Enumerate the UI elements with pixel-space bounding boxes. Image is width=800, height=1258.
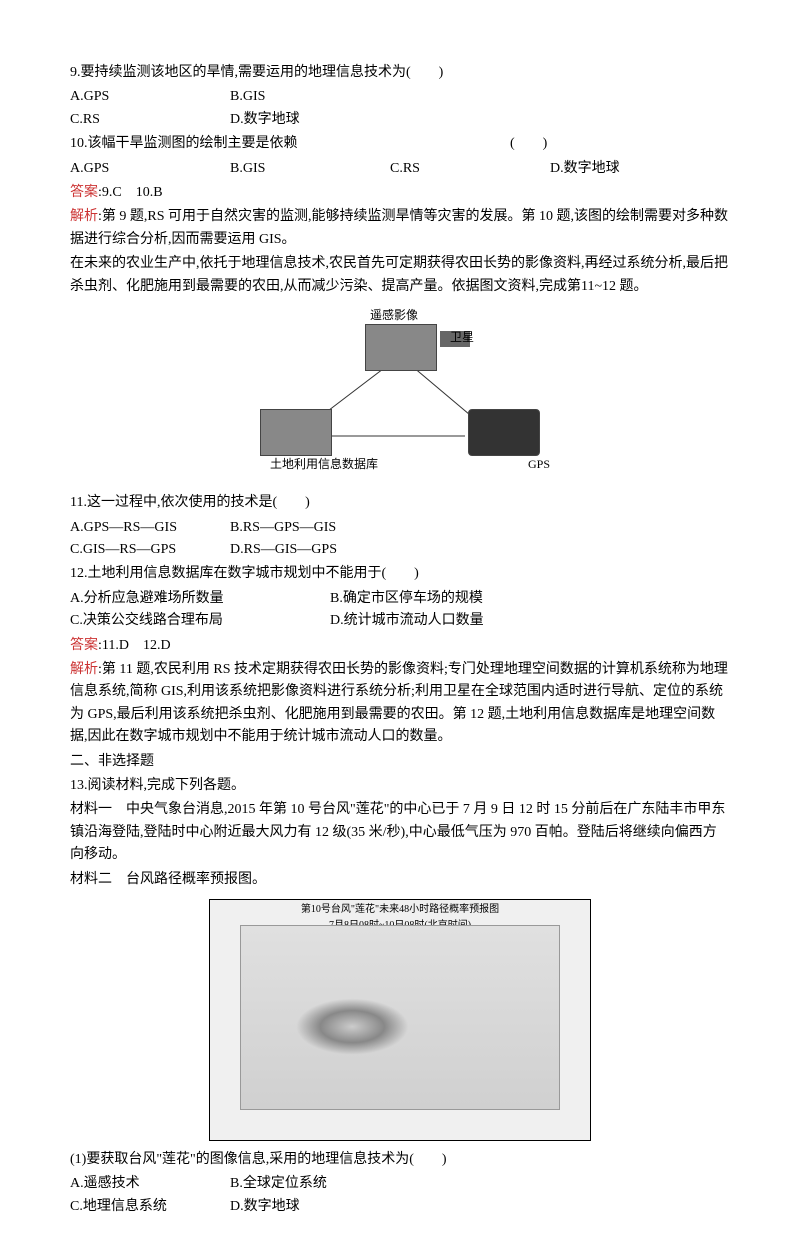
typhoon-map: 第10号台风"莲花"未来48小时路径概率预报图 7月8日08时~10日08时(北… bbox=[209, 899, 591, 1141]
q9-a: A.GPS bbox=[70, 86, 230, 108]
q9-d: D.数字地球 bbox=[230, 109, 390, 131]
exp1112: 解析:第 11 题,农民利用 RS 技术定期获得农田长势的影像资料;专门处理地理… bbox=[70, 659, 730, 749]
sec2: 二、非选择题 bbox=[70, 751, 730, 773]
q12-c: C.决策公交线路合理布局 bbox=[70, 610, 330, 632]
q13-1-c: C.地理信息系统 bbox=[70, 1196, 230, 1218]
ans910-val: :9.C 10.B bbox=[98, 185, 163, 200]
q12-text: 12.土地利用信息数据库在数字城市规划中不能用于( ) bbox=[70, 563, 730, 585]
q11-text: 11.这一过程中,依次使用的技术是( ) bbox=[70, 492, 730, 514]
map-title: 第10号台风"莲花"未来48小时路径概率预报图 7月8日08时~10日08时(北… bbox=[210, 900, 590, 936]
q11-d: D.RS—GIS—GPS bbox=[230, 539, 390, 561]
exp910: 解析:第 9 题,RS 可用于自然灾害的监测,能够持续监测旱情等灾害的发展。第 … bbox=[70, 206, 730, 251]
ans910-label: 答案 bbox=[70, 185, 98, 200]
q13-1-b: B.全球定位系统 bbox=[230, 1173, 390, 1195]
node-gps bbox=[468, 409, 540, 456]
q13-1-d: D.数字地球 bbox=[230, 1196, 390, 1218]
label-sat: 卫星 bbox=[450, 328, 474, 347]
q13head: 13.阅读材料,完成下列各题。 bbox=[70, 775, 730, 797]
q10-text: 10.该幅干旱监测图的绘制主要是依赖 bbox=[70, 133, 510, 155]
node-rs bbox=[365, 324, 437, 371]
q12-d: D.统计城市流动人口数量 bbox=[330, 610, 484, 632]
q10-row: 10.该幅干旱监测图的绘制主要是依赖 ( ) bbox=[70, 133, 730, 155]
q9-text: 9.要持续监测该地区的旱情,需要运用的地理信息技术为( ) bbox=[70, 62, 730, 84]
q9-opts: A.GPS B.GIS bbox=[70, 86, 730, 108]
q13-1-a: A.遥感技术 bbox=[70, 1173, 230, 1195]
q10-opts: A.GPS B.GIS C.RS D.数字地球 bbox=[70, 158, 730, 180]
exp1112-val: :第 11 题,农民利用 RS 技术定期获得农田长势的影像资料;专门处理地理空间… bbox=[70, 662, 728, 744]
figure2: 第10号台风"莲花"未来48小时路径概率预报图 7月8日08时~10日08时(北… bbox=[70, 899, 730, 1141]
mat1: 材料一 中央气象台消息,2015 年第 10 号台风"莲花"的中心已于 7 月 … bbox=[70, 799, 730, 866]
intro11: 在未来的农业生产中,依托于地理信息技术,农民首先可定期获得农田长势的影像资料,再… bbox=[70, 253, 730, 298]
q9-b: B.GIS bbox=[230, 86, 390, 108]
figure1: 遥感影像 卫星 土地利用信息数据库 GPS bbox=[70, 306, 730, 484]
q12-b: B.确定市区停车场的规模 bbox=[330, 588, 483, 610]
label-rs: 遥感影像 bbox=[370, 306, 418, 325]
q11-b: B.RS—GPS—GIS bbox=[230, 517, 390, 539]
q9-opts2: C.RS D.数字地球 bbox=[70, 109, 730, 131]
q11-opts1: A.GPS—RS—GIS B.RS—GPS—GIS bbox=[70, 517, 730, 539]
ans1112-val: :11.D 12.D bbox=[98, 638, 171, 653]
ans1112-label: 答案 bbox=[70, 638, 98, 653]
q10-c: C.RS bbox=[390, 158, 550, 180]
q11-c: C.GIS—RS—GPS bbox=[70, 539, 230, 561]
ans910: 答案:9.C 10.B bbox=[70, 182, 730, 204]
q9-c: C.RS bbox=[70, 109, 230, 131]
q11-a: A.GPS—RS—GIS bbox=[70, 517, 230, 539]
q13-1-opts1: A.遥感技术 B.全球定位系统 bbox=[70, 1173, 730, 1195]
q10-a: A.GPS bbox=[70, 158, 230, 180]
q10-paren: ( ) bbox=[510, 133, 547, 155]
q12-a: A.分析应急避难场所数量 bbox=[70, 588, 330, 610]
mat2: 材料二 台风路径概率预报图。 bbox=[70, 869, 730, 891]
exp910-val: :第 9 题,RS 可用于自然灾害的监测,能够持续监测旱情等灾害的发展。第 10… bbox=[70, 209, 728, 246]
exp1112-label: 解析 bbox=[70, 662, 98, 677]
q10-b: B.GIS bbox=[230, 158, 390, 180]
ans1112: 答案:11.D 12.D bbox=[70, 635, 730, 657]
label-gps: GPS bbox=[528, 455, 550, 474]
exp910-label: 解析 bbox=[70, 209, 98, 224]
q13-1-text: (1)要获取台风"莲花"的图像信息,采用的地理信息技术为( ) bbox=[70, 1149, 730, 1171]
q12-opts1: A.分析应急避难场所数量 B.确定市区停车场的规模 bbox=[70, 588, 730, 610]
q13-1-opts2: C.地理信息系统 D.数字地球 bbox=[70, 1196, 730, 1218]
q10-d: D.数字地球 bbox=[550, 158, 710, 180]
label-db: 土地利用信息数据库 bbox=[270, 455, 378, 474]
q12-opts2: C.决策公交线路合理布局 D.统计城市流动人口数量 bbox=[70, 610, 730, 632]
node-db bbox=[260, 409, 332, 456]
q11-opts2: C.GIS—RS—GPS D.RS—GIS—GPS bbox=[70, 539, 730, 561]
